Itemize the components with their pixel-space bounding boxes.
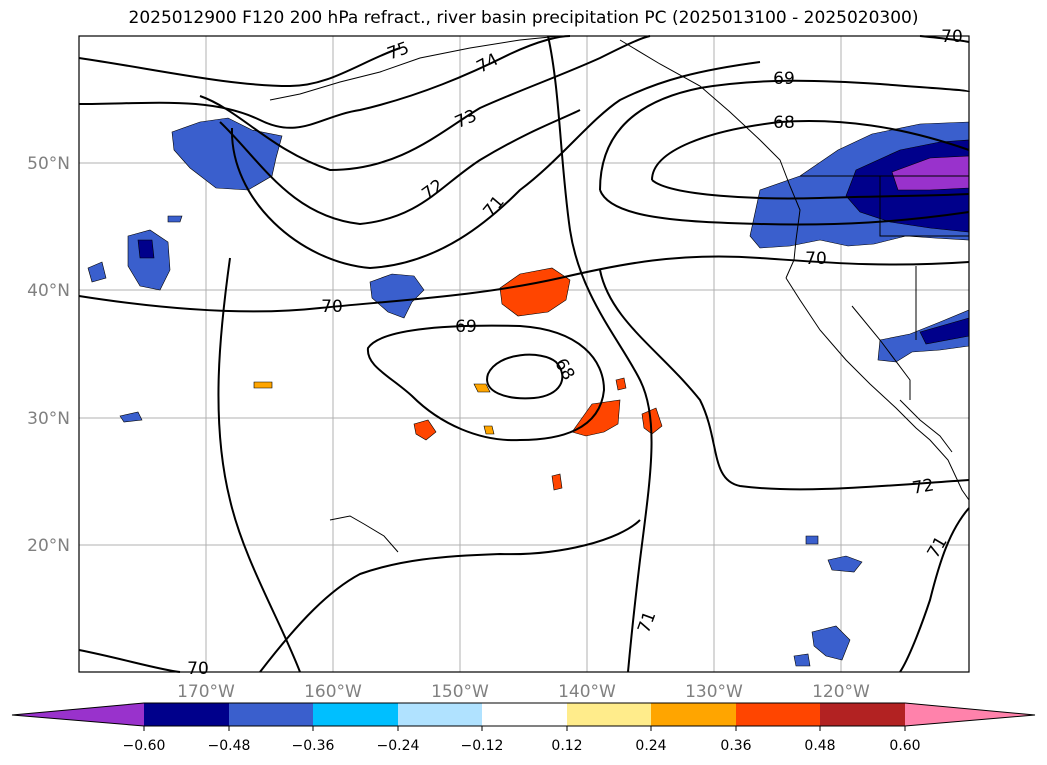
colorbar-segment-1 bbox=[144, 703, 229, 726]
contour-70-north bbox=[78, 255, 970, 313]
pos-area-south-7 bbox=[473, 383, 491, 393]
colorbar-tick-10: 0.60 bbox=[889, 738, 920, 754]
neg-area-mex-1 bbox=[827, 555, 863, 573]
contour-label-70-ne: 70 bbox=[941, 27, 963, 47]
contour-label-68-pnw: 68 bbox=[773, 113, 795, 133]
latitude-labels: 50°N 40°N 30°N 20°N bbox=[27, 154, 70, 556]
pos-area-south-3 bbox=[413, 419, 437, 441]
contour-69-central bbox=[366, 324, 606, 442]
colorbar-segment-4 bbox=[398, 703, 482, 726]
contour-69-pnw-south bbox=[599, 189, 970, 226]
pos-area-south-4 bbox=[615, 377, 627, 391]
lat-label-40n: 40°N bbox=[27, 281, 70, 301]
colorbar-segment-6 bbox=[567, 703, 651, 726]
colorbar-tick-2: −0.48 bbox=[208, 738, 251, 754]
colorbar-segment-3 bbox=[313, 703, 398, 726]
contour-71 bbox=[230, 61, 761, 270]
colorbar-extend-min bbox=[12, 703, 144, 726]
precip-fill-layer bbox=[87, 117, 970, 667]
colorbar-tick-8: 0.36 bbox=[720, 738, 751, 754]
contour-70-sw bbox=[259, 519, 641, 673]
colorbar-extend-max bbox=[905, 703, 1035, 726]
colorbar-segment-2 bbox=[229, 703, 313, 726]
colorbar-segment-8 bbox=[736, 703, 820, 726]
colorbar-tick-3: −0.36 bbox=[292, 738, 335, 754]
map-frame bbox=[78, 35, 970, 673]
colorbar-segment-9 bbox=[820, 703, 905, 726]
coastlines bbox=[269, 35, 970, 553]
us-west-coast bbox=[785, 277, 970, 501]
contour-70-south bbox=[78, 649, 181, 673]
state-border-1 bbox=[879, 176, 969, 237]
contour-68-pnw bbox=[651, 120, 970, 181]
contour-label-69-pnw: 69 bbox=[773, 69, 795, 89]
lon-label-150w: 150°W bbox=[431, 682, 489, 702]
lon-label-140w: 140°W bbox=[558, 682, 616, 702]
lon-label-160w: 160°W bbox=[304, 682, 362, 702]
contour-label-70-sw: 70 bbox=[187, 659, 209, 679]
state-border-2 bbox=[851, 305, 911, 400]
neg-area-west-small bbox=[87, 261, 107, 283]
neg-core-west bbox=[137, 239, 155, 259]
colorbar-tick-4: −0.24 bbox=[377, 738, 420, 754]
contour-74 bbox=[78, 35, 571, 129]
lon-label-120w: 120°W bbox=[812, 682, 870, 702]
lat-label-50n: 50°N bbox=[27, 154, 70, 174]
contour-70-west bbox=[217, 257, 301, 673]
lon-label-170w: 170°W bbox=[177, 682, 235, 702]
alaska-coast bbox=[269, 35, 561, 101]
pos-area-south-8 bbox=[483, 425, 495, 435]
map-title: 2025012900 F120 200 hPa refract., river … bbox=[128, 8, 919, 28]
colorbar-tick-labels: −0.60 −0.48 −0.36 −0.24 −0.12 0.12 0.24 … bbox=[123, 738, 921, 754]
contour-label-72-se: 72 bbox=[911, 475, 936, 498]
hawaii bbox=[329, 515, 399, 553]
pos-area-south-1 bbox=[571, 399, 621, 437]
colorbar-tick-7: 0.24 bbox=[635, 738, 666, 754]
pos-area-south-5 bbox=[551, 473, 563, 491]
colorbar-tick-marks bbox=[143, 726, 906, 731]
contour-label-69: 69 bbox=[455, 317, 477, 337]
neg-area-mex-3 bbox=[793, 653, 811, 667]
pos-area-south-2 bbox=[641, 407, 663, 435]
contour-73 bbox=[199, 35, 651, 172]
lat-label-20n: 20°N bbox=[27, 536, 70, 556]
contour-label-70-pnw: 70 bbox=[805, 249, 827, 269]
neg-area-aleutian bbox=[171, 117, 283, 191]
colorbar-tick-5: −0.12 bbox=[461, 738, 504, 754]
contour-68-central bbox=[486, 353, 564, 400]
contour-label-70: 70 bbox=[321, 297, 343, 317]
neg-area-small-2 bbox=[167, 215, 183, 223]
contour-69-pnw bbox=[599, 79, 970, 191]
colorbar-segment-7 bbox=[651, 703, 736, 726]
colorbar bbox=[11, 702, 1036, 727]
lat-label-30n: 30°N bbox=[27, 409, 70, 429]
contour-72 bbox=[219, 109, 581, 226]
neg-area-small-1 bbox=[119, 411, 143, 423]
longitude-labels: 170°W 160°W 150°W 140°W 130°W 120°W bbox=[177, 682, 870, 702]
contour-75 bbox=[78, 47, 401, 88]
contour-71-se bbox=[899, 507, 970, 673]
neg-area-mex-2 bbox=[811, 625, 851, 661]
bc-coast bbox=[619, 39, 801, 279]
baja-coast bbox=[899, 399, 953, 453]
pos-area-south-6 bbox=[253, 381, 273, 389]
contour-68-pnw-south bbox=[651, 179, 970, 200]
contour-72-east bbox=[599, 269, 970, 491]
colorbar-tick-1: −0.60 bbox=[123, 738, 166, 754]
neg-area-mex-4 bbox=[805, 535, 819, 545]
colorbar-segment-5 bbox=[482, 703, 567, 726]
refractivity-contours bbox=[78, 35, 970, 673]
contour-71-east bbox=[547, 35, 653, 673]
colorbar-tick-6: 0.12 bbox=[551, 738, 582, 754]
lon-label-130w: 130°W bbox=[685, 682, 743, 702]
colorbar-tick-9: 0.48 bbox=[804, 738, 835, 754]
